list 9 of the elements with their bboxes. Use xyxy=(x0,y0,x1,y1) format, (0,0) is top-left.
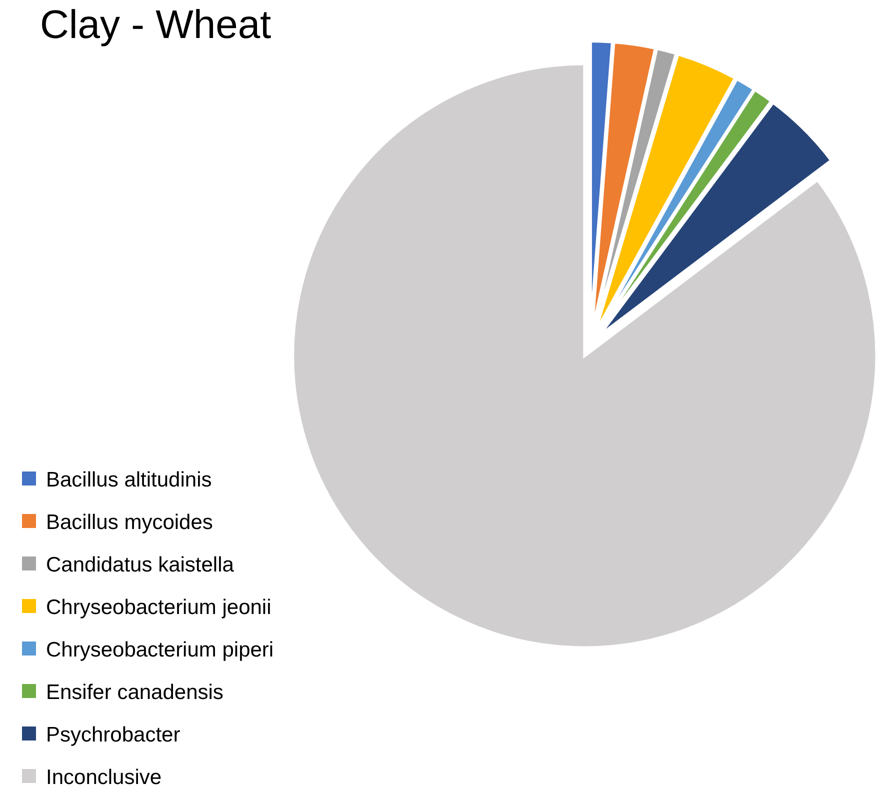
legend-label: Chryseobacterium jeonii xyxy=(46,596,272,619)
legend-label: Inconclusive xyxy=(46,766,162,789)
chart-title: Clay - Wheat xyxy=(40,3,272,47)
legend-label: Ensifer canadensis xyxy=(46,681,224,704)
legend-label: Candidatus kaistella xyxy=(46,554,234,576)
legend-label: Chryseobacterium piperi xyxy=(46,638,274,662)
legend-label: Psychrobacter xyxy=(46,724,180,746)
legend-label: Bacillus altitudinis xyxy=(46,468,212,492)
legend-label: Bacillus mycoides xyxy=(46,511,213,534)
